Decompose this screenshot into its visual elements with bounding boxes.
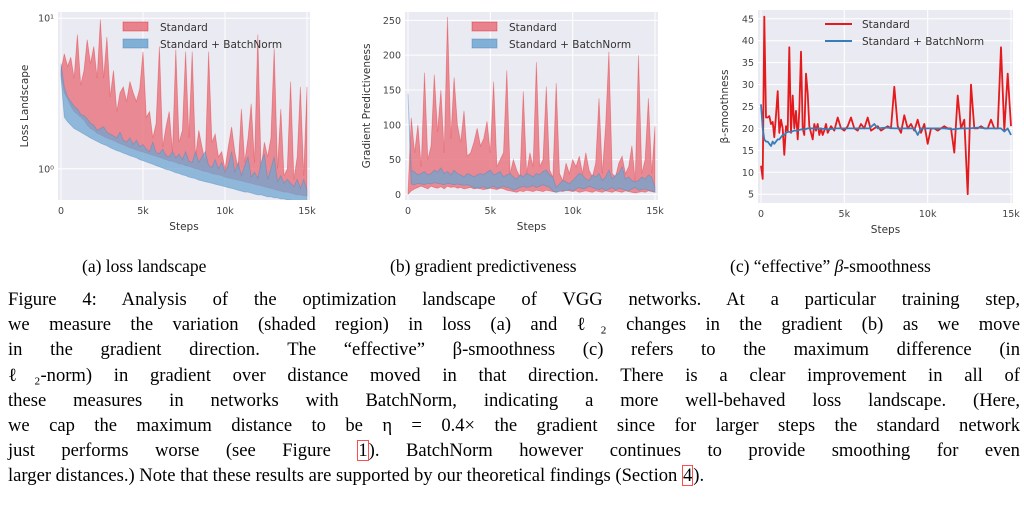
caption-text: just performs worse (see Figure	[8, 440, 358, 462]
chart-gradient-predictiveness: 0 5k 10k 15k 0 50 100 150 200 250 Steps Gradient…	[361, 12, 664, 233]
x-tick-label: 0	[58, 206, 64, 217]
series-layer	[60, 19, 308, 200]
line-standard	[760, 15, 1012, 196]
x-tick-labels: 0 5k 10k 15k	[58, 206, 316, 217]
caption-line: these measures in networks with BatchNor…	[8, 389, 1020, 411]
y-tick-label: 10¹	[38, 14, 54, 25]
line-batchnorm	[760, 104, 1012, 147]
figure-reference-link[interactable]: 1	[357, 440, 369, 462]
x-tick-label: 5k	[839, 209, 851, 220]
y-tick-label: 40	[742, 36, 754, 47]
legend-swatch-standard	[122, 21, 149, 32]
y-tick-label: 100	[383, 120, 401, 131]
y-axis-label: β-smoothness	[719, 70, 731, 144]
x-tick-labels: 0 5k 10k 15k	[758, 209, 1020, 220]
x-axis-label: Steps	[169, 221, 198, 233]
y-tick-label: 250	[383, 16, 401, 27]
caption-line: Figure 4: Analysis of the optimization l…	[8, 289, 1020, 310]
x-tick-label: 10k	[216, 206, 234, 217]
x-tick-label: 15k	[646, 206, 664, 217]
figure-loss-landscape: 0 5k 10k 15k 10⁰ 10¹ Steps Loss Landscape St…	[0, 0, 340, 240]
legend-label-batchnorm: Standard + BatchNorm	[509, 39, 631, 51]
chart-loss-landscape: 0 5k 10k 15k 10⁰ 10¹ Steps Loss Landscape St…	[19, 12, 316, 233]
caption-line-with-section-link: larger distances.) Note that these resul…	[8, 463, 1020, 488]
subcaption-b: (b) gradient predictiveness	[390, 256, 577, 276]
y-axis-label: Gradient Predictiveness	[361, 44, 373, 169]
legend-swatch-batchnorm	[471, 38, 498, 49]
x-axis-label: Steps	[871, 224, 900, 236]
subcaption-c-prefix: (c) “effective”	[730, 256, 835, 276]
x-tick-labels: 0 5k 10k 15k	[405, 206, 664, 217]
figure-beta-smoothness: 0 5k 10k 15k 5 10 15 20 25 30 35 40 45 Steps β-smoo…	[690, 0, 1024, 240]
legend: Standard Standard + BatchNorm	[825, 19, 984, 48]
figure-gradient-predictiveness: 0 5k 10k 15k 0 50 100 150 200 250 Steps Gradient…	[340, 0, 685, 240]
y-tick-label: 200	[383, 51, 401, 62]
legend-label-standard: Standard	[160, 22, 208, 34]
y-tick-label: 35	[742, 58, 754, 69]
x-axis-label: Steps	[517, 221, 546, 233]
caption-text: larger distances.) Note that these resul…	[8, 465, 682, 487]
y-tick-label: 25	[742, 102, 754, 113]
subcaption-c-beta: β	[834, 256, 844, 276]
chart-beta-smoothness: 0 5k 10k 15k 5 10 15 20 25 30 35 40 45 Steps β-smoo…	[719, 10, 1020, 236]
x-tick-label: 5k	[485, 206, 497, 217]
section-reference-link[interactable]: 4	[682, 465, 694, 487]
y-tick-labels: 5 10 15 20 25 30 35 40 45	[742, 14, 754, 200]
x-tick-label: 15k	[1002, 209, 1020, 220]
band-batchnorm	[407, 93, 656, 193]
x-tick-label: 0	[405, 206, 411, 217]
legend-label-standard: Standard	[509, 22, 557, 34]
legend-swatch-batchnorm	[122, 38, 149, 49]
legend-label-standard: Standard	[862, 19, 910, 31]
y-tick-labels: 10⁰ 10¹	[38, 14, 54, 176]
caption-line-with-figure-link: just performs worse (see Figure 1). Batc…	[8, 438, 1020, 463]
x-tick-label: 0	[758, 209, 764, 220]
y-tick-label: 30	[742, 80, 754, 91]
legend-label-batchnorm: Standard + BatchNorm	[160, 39, 282, 51]
legend: Standard Standard + BatchNorm	[122, 21, 282, 51]
band-batchnorm	[60, 63, 308, 200]
legend: Standard Standard + BatchNorm	[471, 21, 631, 51]
x-tick-label: 15k	[298, 206, 316, 217]
legend-label-batchnorm: Standard + BatchNorm	[862, 36, 984, 48]
subcaption-a: (a) loss landscape	[82, 256, 207, 276]
caption-line: ℓ₂-norm) in gradient over distance moved…	[8, 364, 1020, 386]
caption-text: ). BatchNorm however continues to provid…	[368, 440, 1020, 462]
caption-line: in the gradient direction. The “effectiv…	[8, 339, 1020, 361]
series-layer	[407, 16, 656, 196]
y-tick-label: 50	[389, 155, 401, 166]
x-tick-label: 10k	[564, 206, 582, 217]
series-layer	[760, 15, 1012, 196]
y-tick-label: 20	[742, 124, 754, 135]
subcaption-c-suffix: -smoothness	[843, 256, 931, 276]
y-tick-label: 0	[395, 190, 401, 201]
y-axis-label: Loss Landscape	[19, 65, 31, 148]
caption-line: we cap the maximum distance to be η = 0.…	[8, 415, 1020, 437]
caption-line: we measure the variation (shaded region)…	[8, 314, 1020, 336]
y-tick-label: 5	[748, 190, 754, 201]
legend-swatch-standard	[471, 21, 498, 32]
x-tick-label: 10k	[919, 209, 937, 220]
y-tick-label: 150	[383, 85, 401, 96]
y-tick-label: 15	[742, 146, 754, 157]
caption-text: ).	[693, 465, 705, 487]
subcaption-c: (c) “effective” β-smoothness	[730, 256, 931, 277]
figure-caption: Figure 4: Analysis of the optimization l…	[8, 287, 1020, 489]
y-tick-label: 10⁰	[38, 164, 54, 175]
y-tick-label: 45	[742, 14, 754, 25]
y-tick-label: 10	[742, 168, 754, 179]
y-tick-labels: 0 50 100 150 200 250	[383, 16, 401, 201]
x-tick-label: 5k	[137, 206, 149, 217]
